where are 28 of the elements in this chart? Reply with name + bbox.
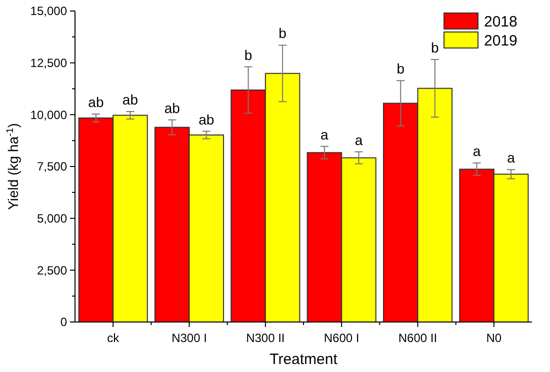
legend-label: 2018 (484, 13, 518, 30)
y-tick-label: 7,500 (36, 160, 68, 174)
y-tick-label: 10,000 (30, 108, 68, 122)
x-tick-label: N300 I (172, 331, 207, 345)
x-tick-label: N0 (486, 331, 502, 345)
y-tick-label: 12,500 (30, 56, 68, 70)
x-tick-label: N600 II (398, 331, 438, 345)
data-label: ab (164, 100, 180, 116)
data-label: a (472, 142, 481, 159)
legend-label: 2019 (484, 32, 518, 50)
data-label: ab (198, 111, 214, 128)
x-axis-title: Treatment (270, 351, 338, 368)
y-tick-label: 5,000 (36, 212, 68, 226)
y-tick-label: 15,000 (30, 4, 68, 18)
x-tick-label: N300 II (246, 331, 285, 345)
data-label: b (278, 25, 287, 42)
y-tick-label: 0 (60, 315, 68, 330)
data-label: a (354, 132, 363, 148)
data-label: a (507, 150, 516, 166)
x-tick-label: N600 I (324, 331, 360, 345)
data-label: a (320, 126, 329, 142)
data-label: b (430, 40, 439, 56)
data-label: b (244, 46, 252, 63)
data-label: ab (88, 94, 104, 110)
x-tick-label: ck (107, 331, 120, 345)
data-label: ab (122, 92, 138, 108)
y-tick-label: 2,500 (36, 263, 68, 278)
data-label: b (396, 60, 405, 77)
